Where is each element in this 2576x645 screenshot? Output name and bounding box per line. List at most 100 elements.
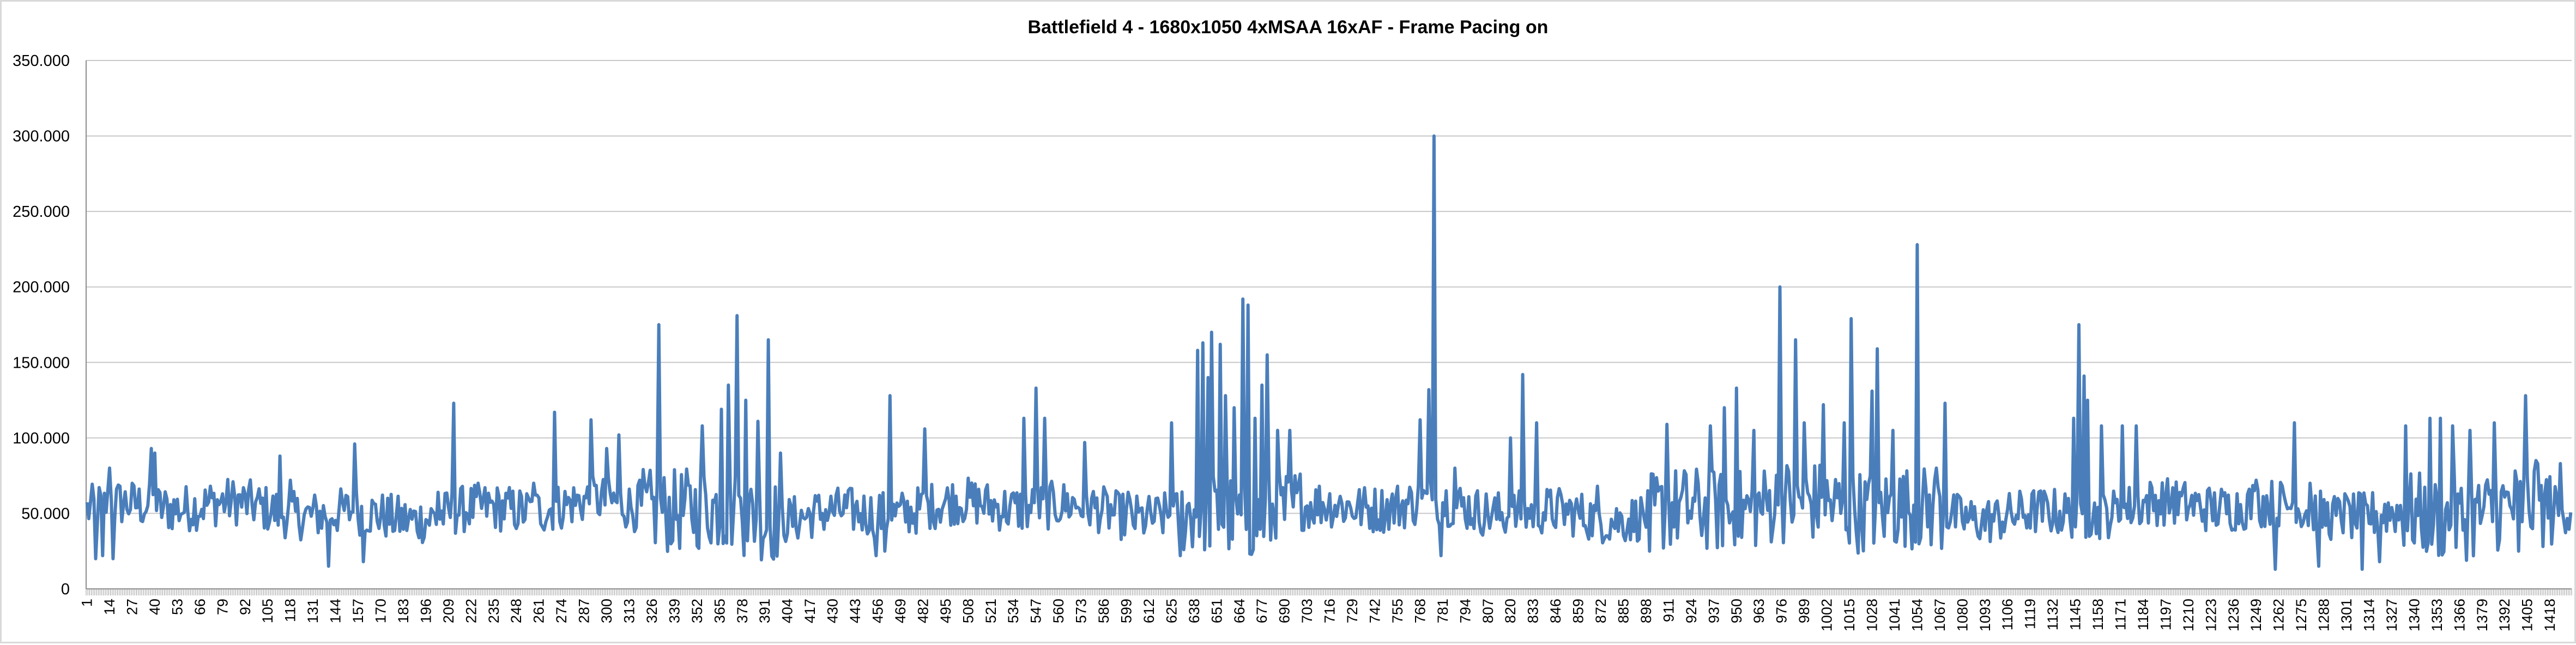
axes bbox=[86, 60, 2572, 595]
x-tick-label: 144 bbox=[328, 599, 344, 623]
x-tick-label: 274 bbox=[553, 599, 570, 623]
x-tick-label: 1 bbox=[79, 599, 95, 607]
x-tick-label: 833 bbox=[1525, 599, 1541, 623]
x-tick-label: 716 bbox=[1322, 599, 1338, 623]
x-tick-label: 326 bbox=[644, 599, 660, 623]
x-tick-label: 703 bbox=[1299, 599, 1315, 623]
x-tick-label: 560 bbox=[1050, 599, 1067, 623]
x-tick-label: 508 bbox=[960, 599, 976, 623]
series-layer bbox=[85, 134, 2573, 571]
x-tick-label: 1262 bbox=[2271, 599, 2287, 631]
x-tick-label: 885 bbox=[1616, 599, 1632, 623]
y-tick-label: 100.000 bbox=[13, 430, 70, 447]
x-tick-label: 183 bbox=[395, 599, 412, 623]
x-tick-label: 404 bbox=[779, 599, 796, 623]
x-tick-label: 768 bbox=[1412, 599, 1428, 623]
x-tick-label: 1301 bbox=[2338, 599, 2355, 631]
y-tick-label: 0 bbox=[61, 581, 70, 598]
x-tick-label: 495 bbox=[938, 599, 954, 623]
x-tick-label: 651 bbox=[1208, 599, 1225, 623]
x-tick-label: 729 bbox=[1344, 599, 1360, 623]
x-tick-label: 287 bbox=[576, 599, 592, 623]
x-tick-label: 443 bbox=[847, 599, 863, 623]
x-tick-label: 14 bbox=[101, 599, 118, 615]
x-tick-label: 1249 bbox=[2248, 599, 2264, 631]
y-tick-label: 250.000 bbox=[13, 203, 70, 221]
x-tick-label: 105 bbox=[259, 599, 276, 623]
x-tick-label: 66 bbox=[192, 599, 208, 615]
x-tick-label: 820 bbox=[1502, 599, 1519, 623]
x-tick-label: 196 bbox=[418, 599, 434, 623]
x-tick-label: 1340 bbox=[2406, 599, 2422, 631]
x-tick-label: 1106 bbox=[1999, 599, 2016, 630]
series-line bbox=[85, 134, 2573, 571]
x-tick-label: 1132 bbox=[2045, 599, 2061, 630]
x-tick-label: 664 bbox=[1231, 599, 1248, 623]
x-tick-label: 612 bbox=[1141, 599, 1157, 623]
x-tick-label: 1353 bbox=[2429, 599, 2445, 631]
chart-title: Battlefield 4 - 1680x1050 4xMSAA 16xAF -… bbox=[1027, 17, 1549, 38]
x-tick-label: 235 bbox=[486, 599, 502, 623]
x-tick-label: 625 bbox=[1163, 599, 1180, 623]
x-tick-label: 1197 bbox=[2157, 599, 2174, 630]
x-tick-label: 1002 bbox=[1819, 599, 1835, 631]
y-tick-label: 350.000 bbox=[13, 52, 70, 70]
x-tick-label: 313 bbox=[621, 599, 638, 623]
x-tick-label: 1171 bbox=[2113, 599, 2129, 630]
x-tick-label: 794 bbox=[1457, 599, 1473, 623]
x-tick-label: 118 bbox=[282, 599, 299, 622]
x-tick-label: 1015 bbox=[1841, 599, 1858, 631]
x-tick-label: 391 bbox=[757, 599, 773, 623]
x-tick-label: 586 bbox=[1096, 599, 1112, 623]
x-tick-label: 352 bbox=[689, 599, 705, 623]
x-tick-label: 898 bbox=[1638, 599, 1654, 623]
x-tick-label: 417 bbox=[802, 599, 818, 623]
x-tick-label: 859 bbox=[1570, 599, 1587, 623]
x-tick-label: 1366 bbox=[2451, 599, 2468, 631]
x-tick-label: 742 bbox=[1367, 599, 1383, 623]
x-tick-label: 1275 bbox=[2293, 599, 2309, 631]
x-tick-label: 1028 bbox=[1864, 599, 1880, 631]
x-tick-label: 1210 bbox=[2180, 599, 2197, 631]
x-tick-label: 1093 bbox=[1977, 599, 1993, 631]
x-tick-label: 1288 bbox=[2316, 599, 2332, 631]
x-tick-label: 209 bbox=[440, 599, 457, 623]
x-tick-label: 547 bbox=[1028, 599, 1044, 623]
x-tick-label: 1379 bbox=[2474, 599, 2490, 631]
x-tick-label: 638 bbox=[1186, 599, 1202, 623]
x-tick-label: 1158 bbox=[2090, 599, 2106, 630]
x-tick-label: 53 bbox=[169, 599, 185, 615]
y-tick-label: 150.000 bbox=[13, 354, 70, 372]
x-tick-label: 1119 bbox=[2022, 599, 2039, 629]
x-tick-label: 989 bbox=[1796, 599, 1812, 623]
x-tick-label: 924 bbox=[1683, 599, 1700, 623]
x-tick-label: 339 bbox=[666, 599, 682, 623]
x-tick-label: 911 bbox=[1660, 599, 1677, 622]
x-tick-label: 365 bbox=[711, 599, 728, 623]
x-tick-label: 79 bbox=[214, 599, 231, 615]
x-tick-label: 1054 bbox=[1909, 599, 1925, 631]
x-tick-label: 950 bbox=[1728, 599, 1745, 623]
x-tick-label: 976 bbox=[1774, 599, 1790, 623]
x-tick-label: 378 bbox=[734, 599, 751, 623]
x-tick-label: 1418 bbox=[2542, 599, 2558, 631]
x-tick-label: 521 bbox=[983, 599, 999, 623]
x-tick-label: 300 bbox=[598, 599, 615, 623]
x-tick-label: 248 bbox=[508, 599, 524, 623]
x-tick-label: 781 bbox=[1435, 599, 1451, 623]
x-tick-label: 573 bbox=[1073, 599, 1090, 623]
x-tick-label: 599 bbox=[1118, 599, 1135, 623]
x-tick-label: 1405 bbox=[2519, 599, 2536, 631]
x-tick-label: 534 bbox=[1005, 599, 1021, 623]
x-tick-label: 846 bbox=[1547, 599, 1564, 623]
x-tick-label: 40 bbox=[147, 599, 163, 615]
x-axis-tick-labels: 1 14 27 40 53 66 79 92 105 118 131 144 157 170 183 196 2… bbox=[79, 599, 2559, 631]
x-axis-tick-marks bbox=[86, 589, 2572, 595]
x-tick-label: 937 bbox=[1706, 599, 1722, 623]
x-tick-label: 1145 bbox=[2067, 599, 2084, 630]
x-tick-label: 1327 bbox=[2384, 599, 2400, 631]
x-tick-label: 157 bbox=[350, 599, 366, 623]
x-tick-label: 1223 bbox=[2203, 599, 2219, 631]
